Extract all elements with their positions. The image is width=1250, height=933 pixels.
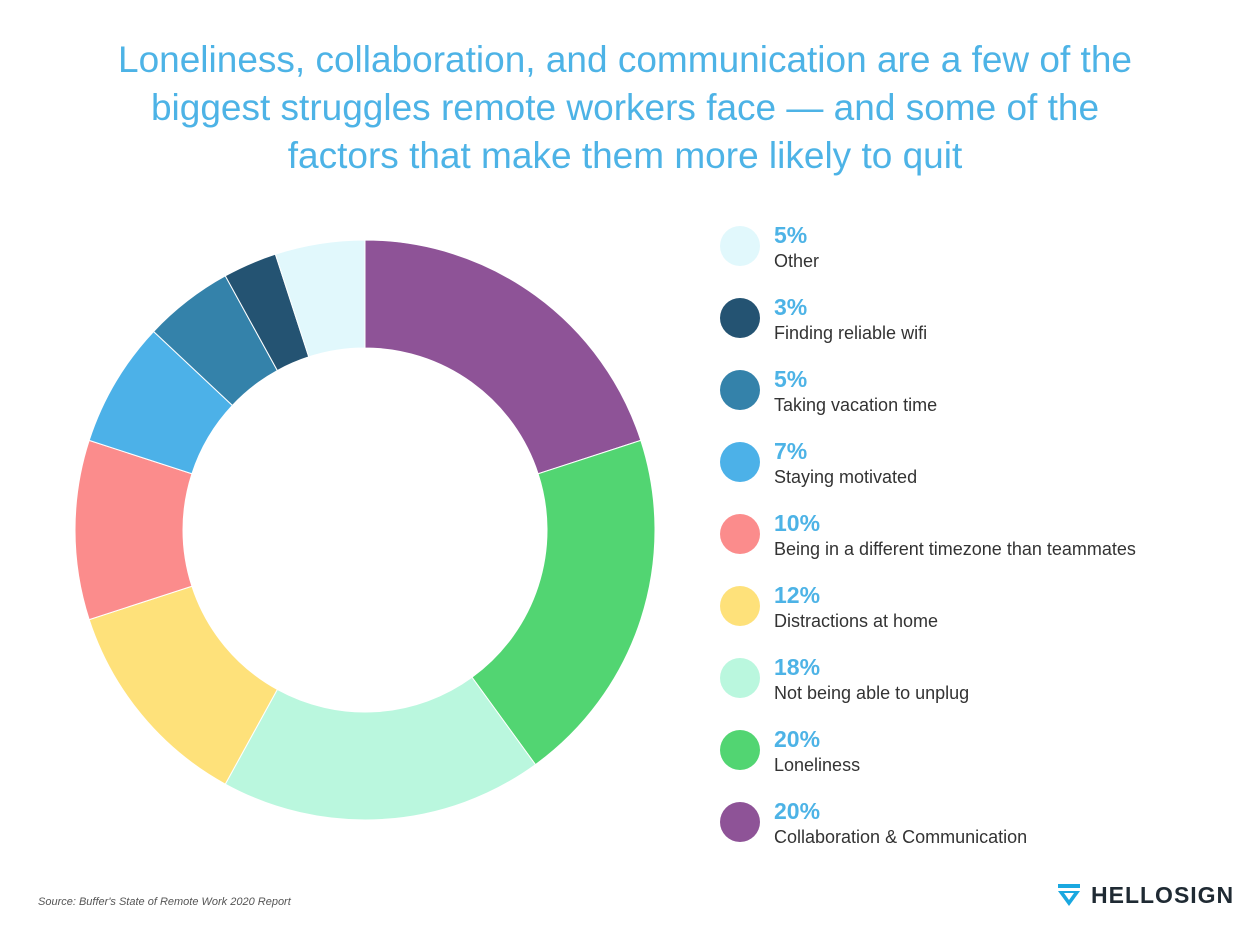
legend-percent: 12% xyxy=(774,582,821,608)
legend-label: Finding reliable wifi xyxy=(774,323,928,343)
legend-label: Distractions at home xyxy=(774,611,939,631)
title-line-3: factors that make them more likely to qu… xyxy=(287,135,963,176)
donut-slice-8 xyxy=(274,239,366,358)
legend-percent: 20% xyxy=(774,726,821,752)
legend-percent: 5% xyxy=(774,366,808,392)
legend-swatch xyxy=(720,586,760,626)
legend-percent: 3% xyxy=(774,294,808,320)
legend-label: Collaboration & Communication xyxy=(774,827,1028,847)
legend-swatch xyxy=(720,514,760,554)
title-line-2: biggest struggles remote workers face — … xyxy=(150,87,1100,128)
legend-swatch xyxy=(720,802,760,842)
brand-name: HELLOSIGN xyxy=(1091,882,1235,908)
title-line-1: Loneliness, collaboration, and communica… xyxy=(118,39,1132,80)
legend-percent: 20% xyxy=(774,798,821,824)
legend-percent: 7% xyxy=(774,438,808,464)
legend-swatch xyxy=(720,442,760,482)
legend-percent: 18% xyxy=(774,654,821,680)
legend-swatch xyxy=(720,658,760,698)
legend-label: Other xyxy=(774,251,820,271)
donut-chart xyxy=(74,239,656,821)
legend-label: Taking vacation time xyxy=(774,395,938,415)
legend-label: Loneliness xyxy=(774,755,861,775)
legend-label: Being in a different timezone than teamm… xyxy=(774,539,1136,559)
donut-slice-1 xyxy=(471,439,656,766)
legend-swatch xyxy=(720,730,760,770)
hellosign-logo-icon xyxy=(1058,884,1080,906)
source-note: Source: Buffer's State of Remote Work 20… xyxy=(38,896,291,908)
legend-percent: 10% xyxy=(774,510,821,536)
legend-swatch xyxy=(720,298,760,338)
donut-slice-2 xyxy=(224,676,537,821)
legend-label: Staying motivated xyxy=(774,467,918,487)
legend-swatch xyxy=(720,226,760,266)
legend-percent: 5% xyxy=(774,222,808,248)
legend-swatch xyxy=(720,370,760,410)
legend-label: Not being able to unplug xyxy=(774,683,970,703)
chart-title: Loneliness, collaboration, and communica… xyxy=(50,36,1200,180)
donut-slice-0 xyxy=(364,239,642,475)
